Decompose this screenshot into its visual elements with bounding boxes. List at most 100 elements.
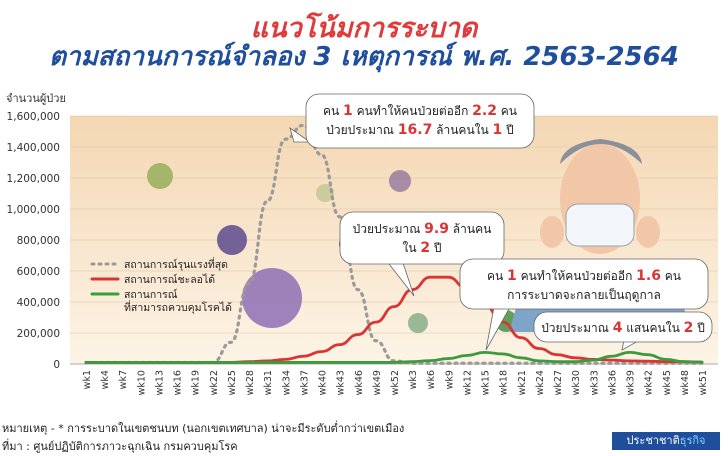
x-tick-label: wk45	[662, 370, 673, 395]
x-tick-label: wk22	[209, 370, 220, 395]
callout-box	[459, 258, 709, 310]
callout-text-part: 2	[420, 240, 430, 256]
chart-legend: สถานการณ์รุนแรงที่สุดสถานการณ์ชะลอได้สถา…	[90, 257, 232, 314]
y-axis-label: จำนวนผู้ป่วย	[6, 92, 66, 105]
x-tick-label: wk52	[390, 370, 401, 395]
x-tick-label: wk24	[535, 370, 546, 395]
epidemic-trend-chart: จำนวนผู้ป่วย 0 200,000 400,000 600,000 800,0…	[6, 92, 718, 395]
callout-text-part: คน	[661, 269, 681, 283]
x-tick-label: wk15	[481, 370, 492, 395]
y-tick-label: 1,600,000	[7, 111, 60, 123]
brand-logo: ประชาชาติธุรกิจ	[612, 432, 720, 450]
x-tick-label: wk51	[698, 370, 709, 395]
y-tick-label: 1,000,000	[7, 204, 60, 216]
callout-text: ป่วยประมาณ 9.9 ล้านคน	[353, 221, 492, 237]
x-tick-label: wk33	[589, 370, 600, 395]
y-tick-label: 1,200,000	[7, 173, 60, 185]
callout-text: คน 1 คนทำให้คนป่วยต่ออีก 2.2 คน	[323, 103, 517, 119]
y-tick-label: 1,400,000	[7, 142, 60, 154]
x-tick-label: wk13	[154, 370, 165, 395]
x-tick-label: wk28	[245, 370, 256, 395]
x-tick-label: wk12	[462, 370, 473, 395]
callout-text-part: ใน	[402, 241, 420, 255]
legend-label: สถานการณ์รุนแรงที่สุด	[124, 257, 228, 271]
legend-label: ที่สามารถควบคุมโรคได้	[124, 300, 232, 314]
y-tick-label: 0	[53, 359, 60, 371]
x-tick-label: wk40	[318, 370, 329, 395]
y-tick-label: 200,000	[17, 328, 60, 340]
footnote-remark: หมายเหตุ - * การระบาดในเขตชนบท (นอกเขตเท…	[2, 422, 405, 435]
callout-text-part: 2	[684, 320, 694, 336]
callout-box	[533, 311, 713, 343]
y-tick-label: 600,000	[17, 266, 60, 278]
x-tick-label: wk31	[263, 370, 274, 395]
callout-text-part: ป่วยประมาณ	[326, 123, 398, 137]
y-tick-labels: 0 200,000 400,000 600,000 800,000 1,000,000 1,…	[7, 111, 60, 371]
legend-label: สถานการณ์ชะลอได้	[124, 273, 215, 286]
callout-text-part: 1	[493, 122, 503, 138]
x-tick-label: wk16	[173, 370, 184, 395]
callout-text-part: 9.9	[424, 221, 449, 237]
callout-text-part: 4	[613, 320, 623, 336]
callout-annotations: คน 1 คนทำให้คนป่วยต่ออีก 2.2 คนป่วยประมา…	[289, 93, 713, 351]
callout-text-part: ป่วยประมาณ	[541, 321, 613, 335]
callout-text-part: คน	[323, 104, 343, 118]
x-tick-label: wk21	[517, 370, 528, 395]
legend-label: สถานการณ์	[124, 288, 178, 301]
y-tick-label: 800,000	[17, 235, 60, 247]
x-tick-label: wk25	[227, 370, 238, 395]
x-tick-label: wk27	[553, 370, 564, 395]
x-tick-label: wk6	[426, 370, 437, 389]
x-tick-label: wk9	[444, 370, 455, 389]
callout-text-part: 1	[507, 268, 517, 284]
chart-title: แนวโน้มการระบาด	[250, 13, 478, 44]
callout-box	[305, 93, 535, 149]
callout-box	[339, 211, 505, 265]
x-tick-label: wk10	[136, 370, 147, 395]
x-tick-label: wk37	[299, 370, 310, 395]
callout-text-part: ล้านคนใน	[432, 123, 492, 137]
callout-text-part: ปี	[502, 123, 513, 137]
callout-text-part: คน	[497, 104, 517, 118]
x-tick-label: wk42	[644, 370, 655, 395]
x-tick-label: wk46	[354, 370, 365, 395]
x-tick-label: wk4	[100, 370, 111, 389]
callout-text-part: คนทำให้คนป่วยต่ออีก	[517, 269, 636, 283]
x-tick-label: wk34	[281, 370, 292, 395]
callout-text-part: คน	[487, 269, 507, 283]
y-tick-label: 400,000	[17, 297, 60, 309]
series-controlled	[84, 350, 704, 364]
x-tick-label: wk48	[680, 370, 691, 395]
x-tick-label: wk1	[82, 370, 93, 389]
x-tick-label: wk7	[118, 370, 129, 389]
x-tick-label: wk36	[607, 370, 618, 395]
footnote-source: ที่มา : ศูนย์ปฏิบัติการภาวะฉุกเฉิน กรมคว…	[2, 440, 238, 453]
x-tick-labels: wk1 wk4 wk7 wk10 wk13 wk16 wk19 wk22 wk25 wk28 wk3…	[82, 370, 709, 395]
callout-text: ใน 2 ปี	[402, 240, 441, 256]
callout-text: คน 1 คนทำให้คนป่วยต่ออีก 1.6 คน	[487, 268, 681, 284]
callout-text: ป่วยประมาณ 16.7 ล้านคนใน 1 ปี	[326, 122, 513, 138]
series-lines	[84, 123, 704, 365]
x-tick-label: wk3	[408, 370, 419, 389]
callout-text: การระบาดจะกลายเป็นฤดูกาล	[507, 287, 661, 303]
callout-text-part: ล้านคน	[449, 222, 491, 236]
x-tick-label: wk30	[571, 370, 582, 395]
callout-text-part: 2.2	[472, 103, 497, 119]
callout-text-part: ปี	[430, 241, 441, 255]
callout-text-part: ป่วยประมาณ	[353, 222, 425, 236]
callout-text: ป่วยประมาณ 4 แสนคนใน 2 ปี	[541, 320, 705, 336]
callout-text-part: แสนคนใน	[622, 321, 683, 335]
x-tick-label: wk39	[626, 370, 637, 395]
callout-text-part: การระบาดจะกลายเป็นฤดูกาล	[507, 287, 661, 303]
x-tick-label: wk19	[191, 370, 202, 395]
chart-subtitle: ตามสถานการณ์จำลอง 3 เหตุการณ์ พ.ศ. 2563-…	[49, 42, 679, 72]
x-tick-label: wk49	[372, 370, 383, 395]
x-tick-label: wk18	[499, 370, 510, 395]
callout-tail	[289, 127, 312, 143]
callout-text-part: ปี	[693, 321, 704, 335]
callout-text-part: 1	[343, 103, 353, 119]
callout-text-part: 16.7	[398, 122, 433, 138]
callout-text-part: 1.6	[636, 268, 661, 284]
callout-text-part: คนทำให้คนป่วยต่ออีก	[353, 104, 472, 118]
x-tick-label: wk43	[336, 370, 347, 395]
